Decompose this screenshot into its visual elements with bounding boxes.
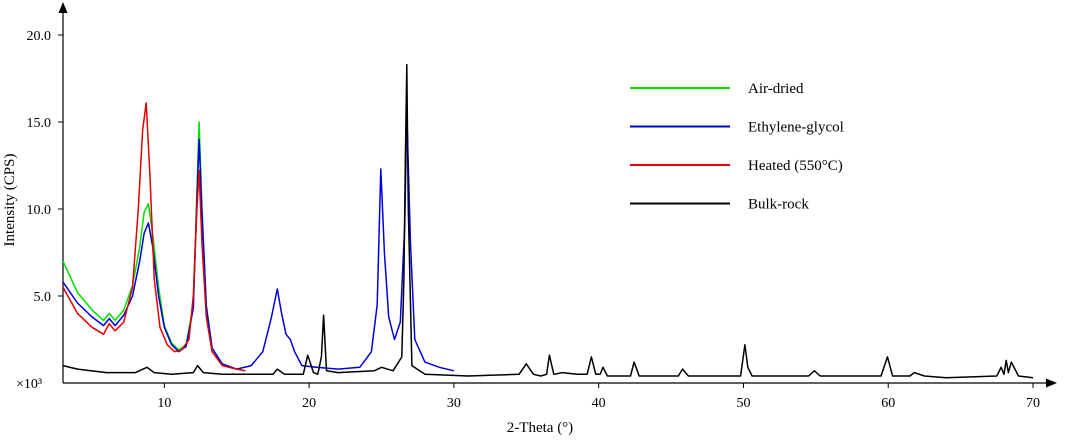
x-tick-label: 30	[447, 396, 461, 411]
legend: Air-dried Ethylene-glycol Heated (550°C) Bu…	[630, 81, 844, 213]
series-line-heated-550-c	[62, 102, 246, 372]
series-lines	[62, 63, 1034, 379]
legend-label: Bulk-rock	[748, 197, 809, 213]
legend-label: Air-dried	[748, 81, 804, 97]
y-tick-label: 20.0	[27, 29, 52, 44]
legend-label: Heated (550°C)	[748, 158, 843, 174]
series-line-air-dried	[62, 121, 246, 372]
y-axis-title: Intensity (CPS)	[2, 154, 18, 247]
y-tick-label: 10.0	[27, 203, 52, 218]
y-tick-label: 15.0	[27, 116, 52, 131]
x-axis-title: 2-Theta (°)	[507, 420, 573, 436]
y-axis-arrow	[58, 2, 68, 13]
x-tick-label: 40	[592, 396, 606, 411]
series-line-ethylene-glycol	[62, 112, 455, 372]
legend-label: Ethylene-glycol	[748, 120, 844, 136]
series-line-bulk-rock	[62, 63, 1034, 379]
x-tick-label: 70	[1026, 396, 1040, 411]
axes: ×10³ 2-Theta (°) Intensity (CPS)	[2, 2, 1057, 436]
x-tick-label: 10	[157, 396, 171, 411]
x-axis-arrow	[1046, 378, 1057, 388]
y-multiplier-label: ×10³	[16, 377, 42, 392]
x-tick-label: 20	[302, 396, 316, 411]
ticks: 10 20 30 40 50 60 70 5.0 10.0 15.0 20.0	[27, 29, 1041, 411]
x-tick-label: 50	[736, 396, 750, 411]
x-tick-label: 60	[881, 396, 895, 411]
y-tick-label: 5.0	[34, 290, 52, 305]
